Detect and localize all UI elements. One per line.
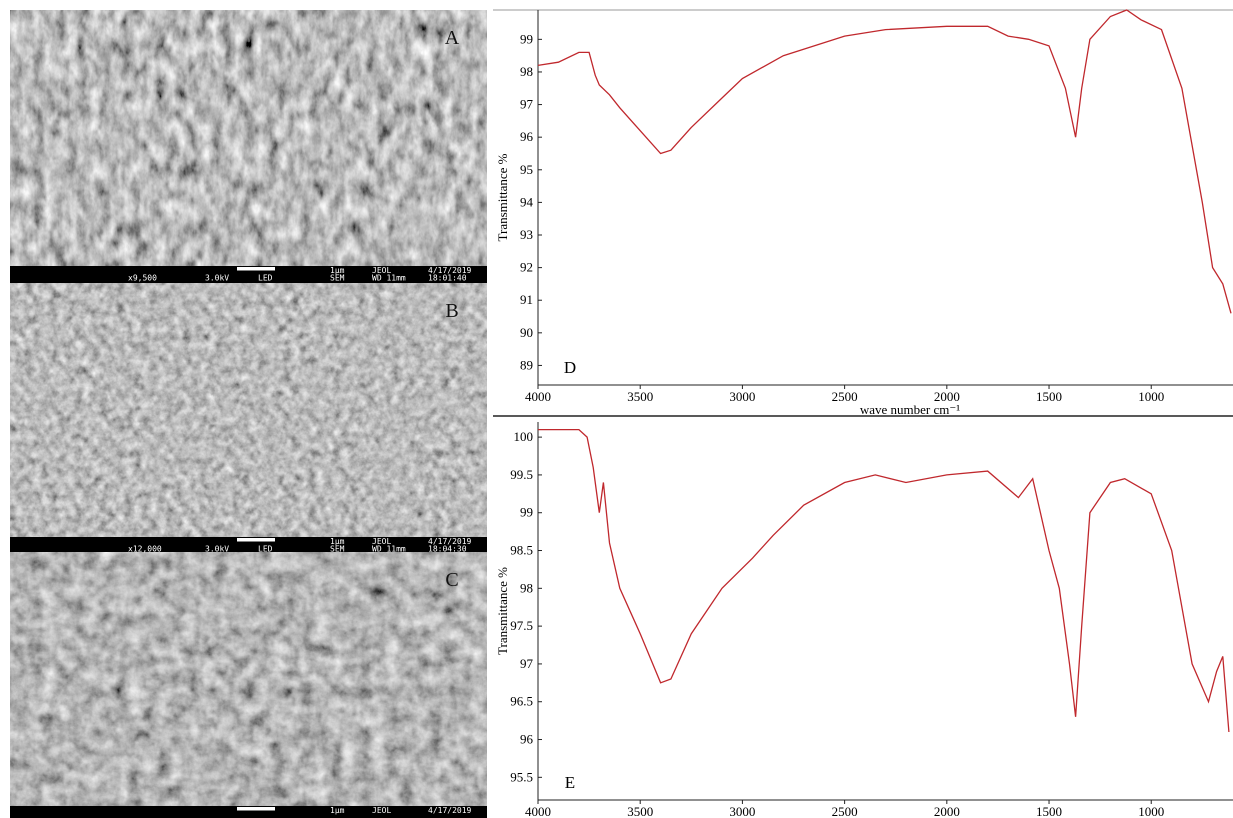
info-text: JEOL	[372, 537, 391, 546]
y-tick-label: 89	[520, 357, 533, 372]
x-tick-label: 4000	[525, 804, 551, 818]
info-text: WD 11mm	[372, 545, 406, 554]
x-axis-label: wave number cm⁻¹	[860, 402, 960, 417]
info-text: 18:04:30	[428, 545, 467, 554]
info-bar	[10, 537, 487, 552]
x-tick-label: 2000	[934, 804, 960, 818]
info-text: 4/17/2019	[428, 537, 472, 546]
x-tick-label: 2000	[934, 389, 960, 404]
x-tick-label: 1000	[1138, 389, 1164, 404]
y-tick-label: 95.5	[510, 769, 533, 784]
y-tick-label: 96	[520, 732, 534, 747]
y-tick-label: 96	[520, 129, 534, 144]
y-tick-label: 98.5	[510, 543, 533, 558]
info-text: 4/17/2019	[428, 806, 472, 815]
info-text: WD 11mm	[372, 274, 406, 283]
y-tick-label: 98	[520, 580, 533, 595]
y-tick-label: 94	[520, 194, 534, 209]
y-tick-label: 91	[520, 292, 533, 307]
scale-bar	[237, 267, 275, 271]
y-tick-label: 97.5	[510, 618, 533, 633]
x-tick-label: 1500	[1036, 804, 1062, 818]
y-tick-label: 99	[520, 505, 533, 520]
y-tick-label: 100	[514, 429, 534, 444]
panel-label: E	[565, 773, 575, 792]
y-tick-label: 97	[520, 97, 534, 112]
x-tick-label: 1500	[1036, 389, 1062, 404]
info-text: SEM	[330, 274, 345, 283]
y-axis-label: Transmittance %	[495, 153, 510, 241]
y-tick-label: 92	[520, 260, 533, 275]
x-tick-label: 3000	[729, 389, 755, 404]
y-axis-label: Transmittance %	[495, 567, 510, 655]
info-text: SEM	[330, 545, 345, 554]
y-tick-label: 97	[520, 656, 534, 671]
panel-label: B	[445, 300, 458, 322]
info-text: 3.0kV	[205, 545, 229, 554]
info-text: 18:01:40	[428, 274, 467, 283]
info-text: 3.0kV	[205, 274, 229, 283]
sem-image	[10, 283, 487, 537]
info-text: 1μm	[330, 266, 345, 275]
panel-label: C	[445, 569, 458, 591]
panel-label: A	[445, 27, 460, 49]
info-text: 1μm	[330, 806, 345, 815]
x-tick-label: 4000	[525, 389, 551, 404]
info-text: x9,500	[128, 274, 157, 283]
x-tick-label: 2500	[832, 389, 858, 404]
x-tick-label: 1000	[1138, 804, 1164, 818]
info-bar	[10, 806, 487, 818]
y-tick-label: 99	[520, 31, 533, 46]
panel-label: D	[564, 358, 576, 377]
info-text: LED	[258, 545, 273, 554]
y-tick-label: 90	[520, 325, 533, 340]
sem-image	[10, 552, 487, 806]
info-text: x12,000	[128, 545, 162, 554]
sem-image	[10, 10, 487, 266]
x-tick-label: 3500	[627, 804, 653, 818]
info-text: LED	[258, 274, 273, 283]
scale-bar	[237, 538, 275, 542]
info-text: 4/17/2019	[428, 266, 472, 275]
y-tick-label: 93	[520, 227, 533, 242]
info-text: JEOL	[372, 806, 391, 815]
y-tick-label: 99.5	[510, 467, 533, 482]
x-tick-label: 2500	[832, 804, 858, 818]
spectrum-line	[537, 9, 1232, 314]
info-text: 1μm	[330, 537, 345, 546]
y-tick-label: 95	[520, 162, 533, 177]
scale-bar	[237, 807, 275, 811]
info-bar	[10, 266, 487, 283]
x-tick-label: 3000	[729, 804, 755, 818]
spectrum-line	[538, 428, 1230, 733]
x-tick-label: 3500	[627, 389, 653, 404]
y-tick-label: 98	[520, 64, 533, 79]
info-text: JEOL	[372, 266, 391, 275]
y-tick-label: 96.5	[510, 694, 533, 709]
